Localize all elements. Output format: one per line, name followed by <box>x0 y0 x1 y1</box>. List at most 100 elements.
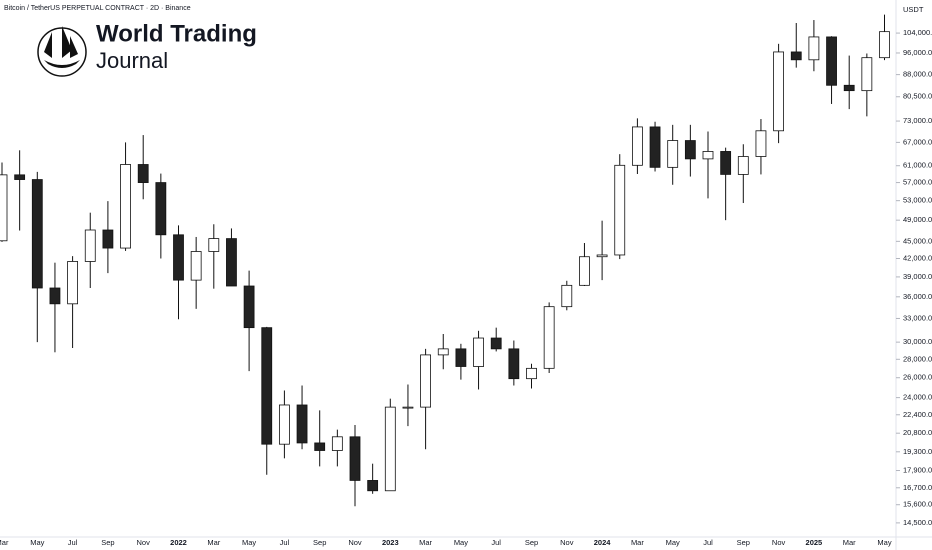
x-tick-label: Nov <box>348 538 362 547</box>
x-tick-label: 2024 <box>594 538 612 547</box>
y-tick-label: 28,000.0 <box>903 354 932 363</box>
y-tick-label: 16,700.0 <box>903 483 932 492</box>
candle-body <box>402 406 414 409</box>
candle-body <box>278 404 290 445</box>
y-tick-label: 14,500.0 <box>903 518 932 527</box>
candle-body <box>543 306 555 369</box>
y-tick-label: 49,000.0 <box>903 215 932 224</box>
candle-body <box>596 254 608 258</box>
candle-body <box>67 261 78 305</box>
y-tick-label: 57,000.0 <box>903 178 932 187</box>
x-tick-label: Mar <box>419 538 432 547</box>
candle-body <box>720 151 732 175</box>
x-tick-label: Mar <box>0 538 9 547</box>
candle-body <box>773 51 784 132</box>
candle-body <box>420 354 432 408</box>
y-tick-label: 19,300.0 <box>903 447 932 456</box>
candle-body <box>649 126 661 168</box>
candle-body <box>296 404 308 444</box>
candle-body <box>120 164 131 249</box>
x-tick-label: May <box>30 538 44 547</box>
candle-body <box>137 164 149 183</box>
x-tick-label: 2023 <box>382 538 399 547</box>
candle-body <box>243 285 255 329</box>
x-tick-label: Nov <box>560 538 574 547</box>
logo-sails <box>44 26 78 58</box>
candle-body <box>684 140 696 160</box>
y-tick-label: 33,000.0 <box>903 313 932 322</box>
y-tick-label: 20,800.0 <box>903 428 932 437</box>
candle-body <box>455 348 467 367</box>
candle-body <box>755 130 767 157</box>
x-tick-label: May <box>242 538 256 547</box>
candle-body <box>490 337 502 350</box>
x-tick-label: Sep <box>101 538 114 547</box>
candle-body <box>579 256 590 286</box>
x-tick-label: Sep <box>313 538 326 547</box>
candle-body <box>808 36 820 61</box>
y-tick-label: 22,400.0 <box>903 410 932 419</box>
x-tick-label: Mar <box>843 538 856 547</box>
x-tick-label: Mar <box>631 538 644 547</box>
symbol-header: Bitcoin / TetherUS PERPETUAL CONTRACT · … <box>4 5 191 12</box>
candle-body <box>473 337 484 367</box>
x-tick-label: May <box>666 538 680 547</box>
x-tick-label: Jul <box>280 538 290 547</box>
x-tick-label: Nov <box>137 538 151 547</box>
x-tick-label: Sep <box>525 538 538 547</box>
logo-title: World Trading <box>96 20 257 47</box>
logo-subtitle: Journal <box>96 48 168 73</box>
currency-label: USDT <box>903 5 924 14</box>
candle-body <box>737 156 749 175</box>
candle-body <box>879 31 890 59</box>
candle-body <box>861 57 873 92</box>
y-tick-label: 17,900.0 <box>903 466 932 475</box>
y-tick-label: 30,000.0 <box>903 337 932 346</box>
candle-body <box>667 140 679 168</box>
candle-body <box>614 164 626 256</box>
candle-body <box>790 51 802 61</box>
x-tick-label: Jul <box>68 538 78 547</box>
candle-body <box>437 348 449 356</box>
logo <box>37 26 87 77</box>
y-tick-label: 45,000.0 <box>903 236 932 245</box>
candle-body <box>367 480 379 492</box>
x-tick-label: Mar <box>207 538 220 547</box>
candle-body <box>31 179 43 289</box>
candle-body <box>208 238 220 252</box>
y-tick-label: 26,000.0 <box>903 373 932 382</box>
logo-hull <box>44 60 80 68</box>
candle-body <box>349 436 361 481</box>
y-tick-label: 88,000.0 <box>903 70 932 79</box>
candle-body <box>173 234 184 281</box>
y-tick-label: 36,000.0 <box>903 292 932 301</box>
candle-body <box>508 348 520 380</box>
x-tick-label: Jul <box>491 538 501 547</box>
candle-body <box>190 251 202 281</box>
y-tick-label: 80,500.0 <box>903 92 932 101</box>
candle-body <box>49 287 61 305</box>
candle-body <box>314 442 326 451</box>
y-tick-label: 53,000.0 <box>903 196 932 205</box>
candle-body <box>331 436 343 451</box>
x-tick-label: 2022 <box>170 538 187 547</box>
candle-body <box>102 229 114 249</box>
candle-body <box>826 36 837 86</box>
candle-body <box>84 229 96 262</box>
candle-body <box>632 126 643 166</box>
x-tick-label: Sep <box>737 538 750 547</box>
candle-body <box>702 151 714 160</box>
y-tick-label: 15,600.0 <box>903 500 932 509</box>
y-tick-label: 104,000.0 <box>903 28 932 37</box>
x-tick-label: May <box>877 538 891 547</box>
y-tick-label: 61,000.0 <box>903 161 932 170</box>
candle-body <box>261 327 273 445</box>
candle-body <box>526 367 537 380</box>
y-tick-label: 73,000.0 <box>903 116 932 125</box>
y-tick-label: 67,000.0 <box>903 137 932 146</box>
plot-area: 104,000.0 96,000.0 88,000.0 80,500.0 73,000.… <box>0 14 932 547</box>
y-tick-label: 39,000.0 <box>903 272 932 281</box>
